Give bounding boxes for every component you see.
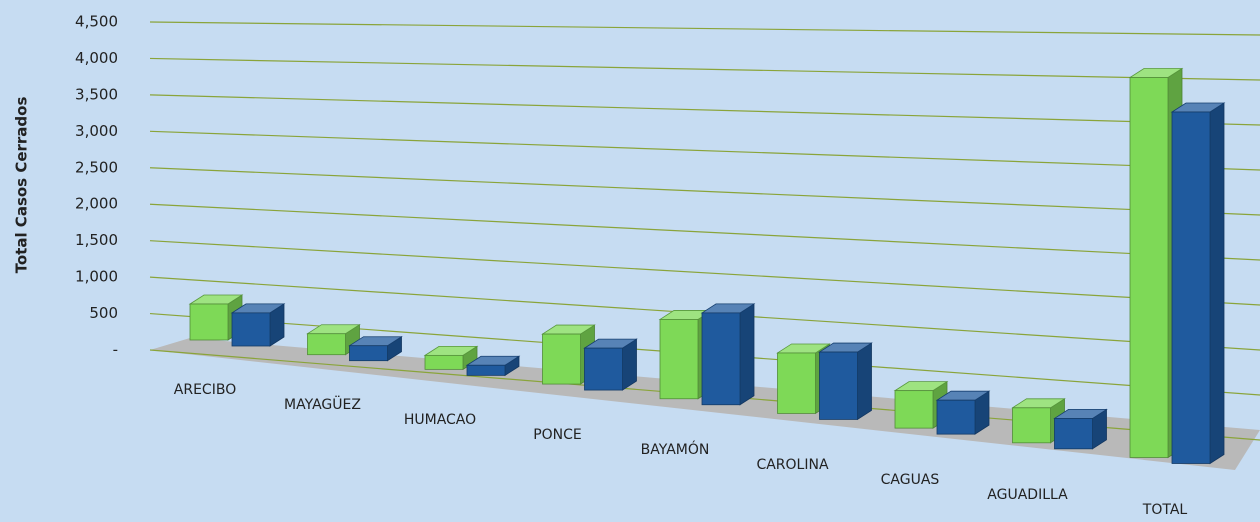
bar-front xyxy=(466,364,506,376)
y-tick-label: 4,000 xyxy=(75,49,118,67)
bar-front xyxy=(894,390,934,429)
x-tick-label: MAYAGÜEZ xyxy=(284,395,361,413)
x-tick-label: CAGUAS xyxy=(881,472,940,488)
bar-front xyxy=(1129,77,1169,458)
grid-line xyxy=(149,21,1260,36)
y-tick-label: 2,500 xyxy=(75,158,118,176)
bar-front xyxy=(659,319,699,400)
bar-front xyxy=(819,351,858,420)
bar xyxy=(306,323,361,356)
bar-front xyxy=(307,333,346,356)
bar xyxy=(1170,102,1226,465)
bar xyxy=(776,343,831,415)
bar xyxy=(700,303,756,406)
bar-side xyxy=(857,342,872,421)
x-tick-label: BAYAMÓN xyxy=(641,440,710,458)
bar xyxy=(465,355,521,377)
bar xyxy=(583,338,638,391)
bar xyxy=(230,303,286,347)
y-tick-label: 3,000 xyxy=(75,122,118,140)
bar-front xyxy=(189,303,229,341)
bar-front xyxy=(542,333,581,385)
grid-line xyxy=(149,94,1260,126)
bar xyxy=(935,390,991,435)
y-tick-label: 1,500 xyxy=(75,231,118,249)
y-axis-title: Total Casos Cerrados xyxy=(13,97,31,274)
y-tick-label: 3,500 xyxy=(75,85,118,103)
grid-line xyxy=(149,167,1260,216)
bar xyxy=(423,345,479,371)
y-tick-label: 500 xyxy=(89,304,118,322)
x-tick-label: TOTAL xyxy=(1142,502,1188,518)
bar-front xyxy=(424,354,464,370)
x-tick-label: PONCE xyxy=(533,427,582,443)
x-tick-label: CAROLINA xyxy=(756,457,829,473)
bar-front xyxy=(1054,418,1093,450)
bar-front xyxy=(1171,111,1211,464)
grid-line xyxy=(149,240,1260,306)
bar-front xyxy=(701,312,741,406)
y-tick-label: - xyxy=(113,341,118,359)
bar xyxy=(348,335,403,362)
grid-line xyxy=(149,203,1260,261)
bar-front xyxy=(584,347,623,391)
y-tick-label: 1,000 xyxy=(75,268,118,286)
bar-front xyxy=(231,312,271,347)
x-tick-label: ARECIBO xyxy=(174,382,236,398)
y-tick-label: 4,500 xyxy=(75,13,118,31)
grid-line xyxy=(149,130,1260,171)
bar-side xyxy=(739,303,755,406)
grid-line xyxy=(149,57,1260,81)
bar-front xyxy=(936,399,976,435)
bar-front xyxy=(1012,407,1051,444)
bar xyxy=(1053,408,1108,450)
bar-side xyxy=(1209,102,1225,465)
bar-front xyxy=(349,345,388,362)
bar-front xyxy=(777,352,816,414)
x-tick-label: HUMACAO xyxy=(404,412,476,428)
y-tick-label: 2,000 xyxy=(75,195,118,213)
bar xyxy=(818,342,873,421)
x-tick-label: AGUADILLA xyxy=(987,487,1068,503)
